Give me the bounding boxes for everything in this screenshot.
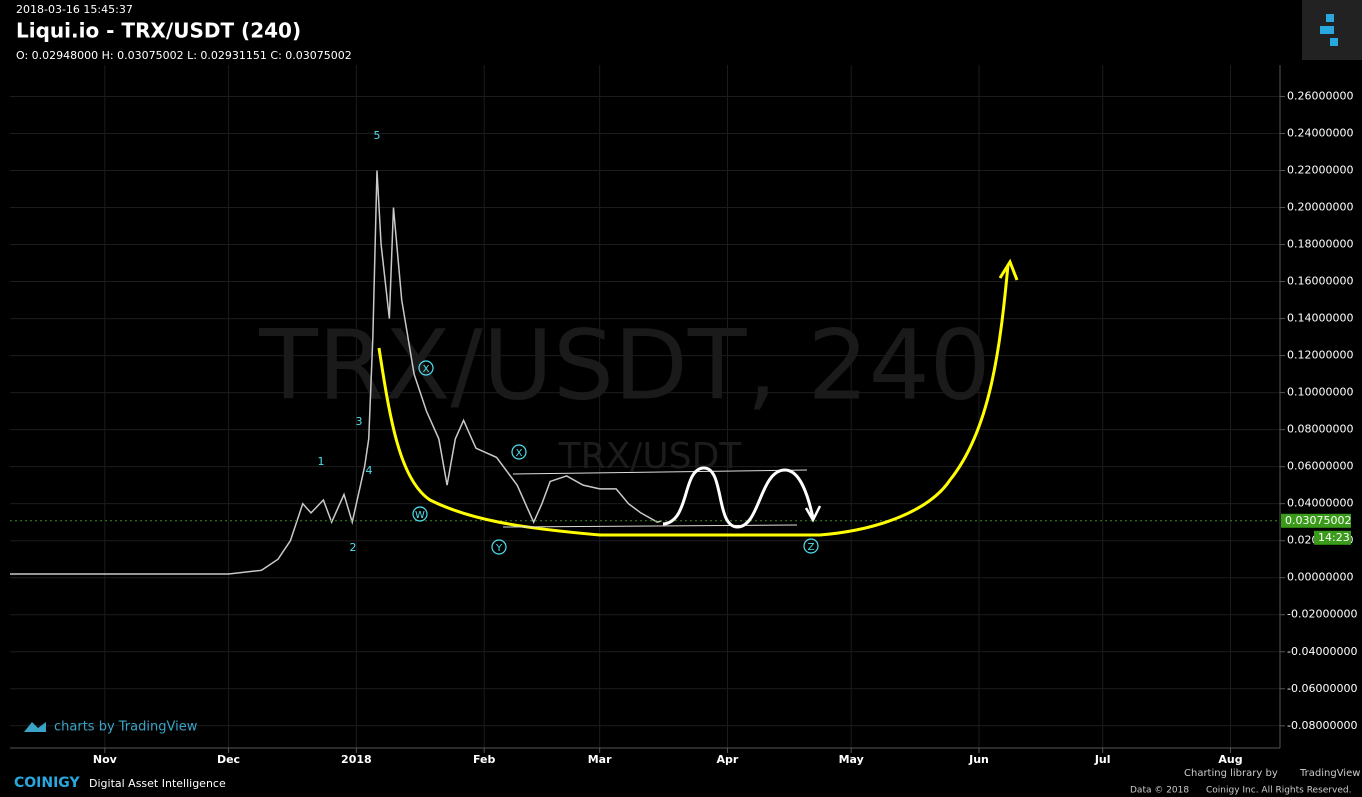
wave-label: Z	[808, 542, 815, 553]
last-price: 0.03075002	[1285, 514, 1351, 527]
y-tick-label: 0.14000000	[1287, 312, 1353, 325]
wave-label: X	[423, 364, 430, 375]
x-tick-label: Apr	[717, 753, 739, 766]
y-tick-label: 0.22000000	[1287, 164, 1353, 177]
x-tick-label: Jul	[1094, 753, 1111, 766]
countdown: 14:23	[1318, 531, 1350, 544]
y-tick-label: 0.08000000	[1287, 423, 1353, 436]
y-tick-label: 0.20000000	[1287, 201, 1353, 214]
x-tick-label: Nov	[93, 753, 118, 766]
y-tick-label: -0.08000000	[1287, 719, 1357, 732]
brand: COINIGY	[14, 775, 80, 791]
x-tick-label: 2018	[341, 753, 372, 766]
white-curve	[662, 466, 815, 529]
y-tick-label: 0.00000000	[1287, 571, 1353, 584]
wave-circle	[491, 539, 507, 555]
wave-label: 4	[366, 464, 373, 477]
logo	[1326, 14, 1334, 22]
tagline: Digital Asset Intelligence	[89, 777, 226, 790]
rights: Coinigy Inc. All Rights Reserved.	[1206, 786, 1351, 796]
white-arrow	[804, 505, 822, 523]
wave-label: W	[415, 510, 425, 521]
wave-label: 3	[356, 415, 363, 428]
x-tick-label: Feb	[473, 753, 496, 766]
y-tick-label: -0.04000000	[1287, 645, 1357, 658]
y-tick-label: -0.02000000	[1287, 608, 1357, 621]
wave-circle	[511, 444, 527, 460]
x-tick-label: May	[839, 753, 864, 766]
y-tick-label: 0.12000000	[1287, 349, 1353, 362]
wave-circle	[418, 360, 434, 376]
logo	[1330, 38, 1338, 46]
wave-label: Y	[495, 543, 503, 554]
yellow-arrow	[998, 258, 1019, 281]
y-tick-label: 0.04000000	[1287, 497, 1353, 510]
y-tick-label: 0.24000000	[1287, 126, 1353, 139]
timestamp: 2018-03-16 15:45:37	[16, 3, 133, 16]
logo	[1320, 26, 1334, 34]
y-tick-label: 0.18000000	[1287, 238, 1353, 251]
library: Charting library by	[1184, 768, 1278, 779]
price-line	[10, 170, 662, 575]
y-tick-label: 0.10000000	[1287, 386, 1353, 399]
x-tick-label: Mar	[588, 753, 612, 766]
wave-circle	[803, 538, 819, 554]
y-tick-label: 0.26000000	[1287, 89, 1353, 102]
x-tick-label: Aug	[1218, 753, 1242, 766]
x-tick-label: Jun	[968, 753, 989, 766]
trend-line	[502, 524, 798, 528]
tv-icon	[24, 722, 46, 732]
trend-line	[512, 469, 808, 475]
y-tick-label: 0.16000000	[1287, 275, 1353, 288]
ohlc: O: 0.02948000 H: 0.03075002 L: 0.0293115…	[16, 49, 352, 62]
price-badge	[1281, 513, 1351, 528]
y-tick-label: -0.06000000	[1287, 682, 1357, 695]
watermark: TRX/USDT, 240	[258, 309, 990, 421]
y-tick-label: 0.06000000	[1287, 460, 1353, 473]
yellow-curve	[377, 264, 1010, 537]
data-credit: Data © 2018	[1130, 786, 1189, 796]
library-name: TradingView	[1299, 768, 1360, 779]
wave-label: 2	[350, 541, 357, 554]
wave-label: 5	[374, 129, 381, 142]
title: Liqui.io - TRX/USDT (240)	[16, 19, 301, 43]
tv-credit: charts by TradingView	[54, 720, 198, 735]
wave-label: 1	[318, 455, 325, 468]
wave-label: X	[516, 448, 523, 459]
wave-circle	[412, 506, 428, 522]
x-tick-label: Dec	[217, 753, 240, 766]
countdown-badge	[1314, 530, 1351, 545]
